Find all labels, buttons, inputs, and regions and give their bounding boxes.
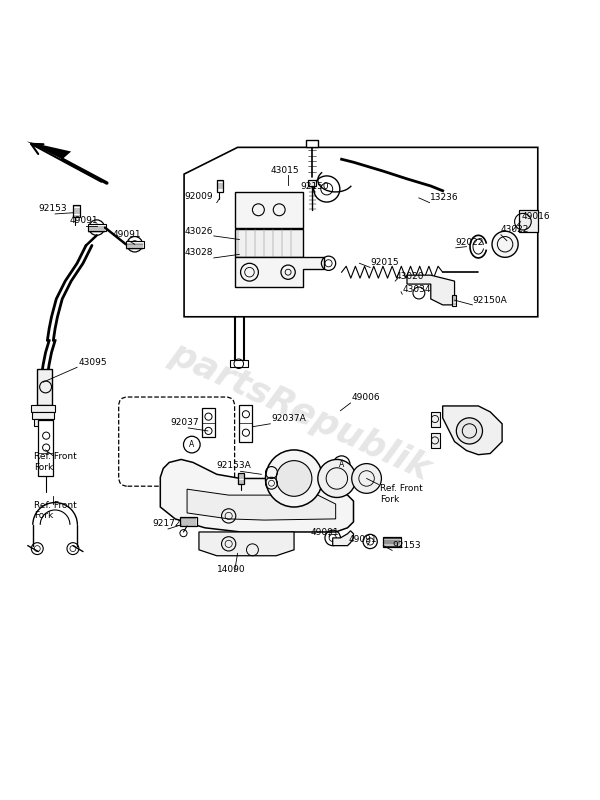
Bar [235,192,303,228]
Text: 92153: 92153 [38,204,67,213]
Polygon shape [332,530,353,546]
Bar [239,405,253,442]
Text: 43095: 43095 [79,358,107,366]
Bar [383,538,401,546]
Text: 49091: 49091 [311,528,340,537]
Text: 13236: 13236 [430,193,458,202]
Text: 92022: 92022 [456,238,484,247]
Text: 92037: 92037 [170,418,199,427]
Polygon shape [407,275,455,305]
Text: Ref. Front
Fork: Ref. Front Fork [380,485,423,504]
Polygon shape [431,412,440,426]
Circle shape [276,461,312,496]
Bar [238,473,244,485]
Text: partsRepublik: partsRepublik [164,337,436,487]
Text: 49091: 49091 [70,216,98,225]
Bar [452,295,457,306]
Circle shape [457,418,482,444]
Text: 43015: 43015 [270,166,299,174]
Text: 43020: 43020 [395,272,424,281]
Text: 92150A: 92150A [472,296,507,305]
Text: 43022: 43022 [501,225,529,234]
Bar [217,180,223,192]
Polygon shape [235,258,324,287]
Polygon shape [187,489,335,520]
Text: 49016: 49016 [521,212,550,221]
Circle shape [318,459,356,498]
Bar [31,405,55,412]
Bar [88,224,106,231]
Bar [383,537,401,547]
Text: Ref. Front
Fork: Ref. Front Fork [34,501,76,521]
Bar [235,229,303,258]
Text: 43026: 43026 [184,227,212,236]
Text: 92009: 92009 [184,193,213,202]
Bar [180,517,197,526]
Text: 92015: 92015 [370,258,399,267]
Bar [34,419,52,426]
Bar [126,241,143,248]
Text: 49006: 49006 [352,394,380,402]
Circle shape [266,450,323,507]
Bar [37,369,52,405]
Text: A: A [339,460,344,469]
Text: 43028: 43028 [184,248,212,258]
Circle shape [492,231,518,258]
Circle shape [352,464,382,494]
Text: 49091: 49091 [349,535,377,545]
Text: 43034: 43034 [402,285,431,294]
Polygon shape [26,142,71,159]
Text: 92172: 92172 [152,519,181,528]
Polygon shape [443,406,502,454]
Text: 49091: 49091 [113,230,142,239]
Bar [38,420,53,476]
Bar [32,412,54,419]
Text: 92153A: 92153A [217,461,251,470]
Polygon shape [519,210,538,232]
Text: 92037A: 92037A [271,414,306,423]
Text: A: A [189,440,194,449]
Polygon shape [431,433,440,447]
Bar [306,140,318,147]
Bar [202,408,215,437]
Polygon shape [160,459,353,532]
Text: 92150: 92150 [300,182,329,191]
Polygon shape [199,532,294,556]
Bar [308,180,316,186]
Bar [73,205,80,217]
Bar [230,360,248,367]
Text: 14090: 14090 [217,565,245,574]
Text: 92153: 92153 [392,541,421,550]
Text: Ref. Front
Fork: Ref. Front Fork [34,452,76,472]
